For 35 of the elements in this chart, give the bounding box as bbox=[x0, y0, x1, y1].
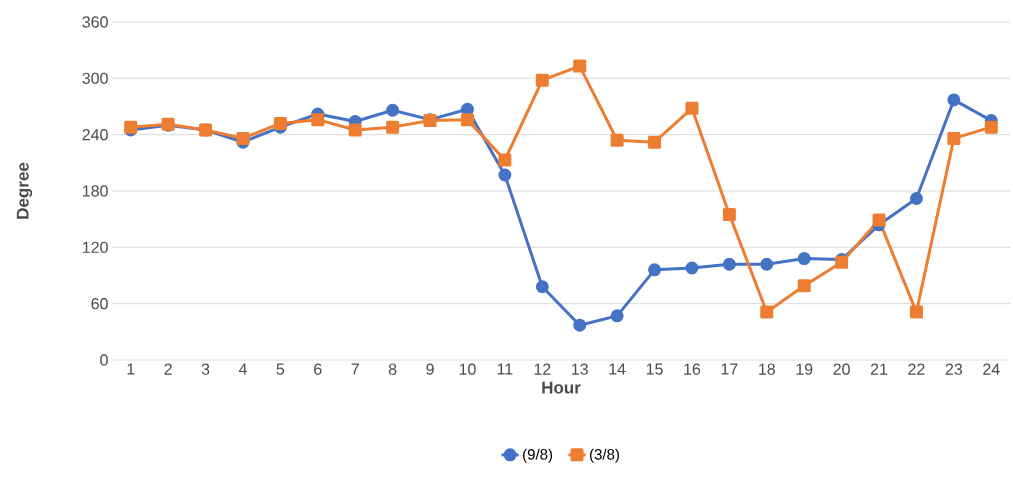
x-tick-label: 12 bbox=[534, 363, 551, 375]
y-tick-label: 300 bbox=[82, 72, 108, 84]
y-tick-label: 240 bbox=[82, 129, 108, 141]
x-tick-label: 14 bbox=[609, 363, 626, 375]
x-tick-label: 22 bbox=[908, 363, 925, 375]
x-tick-label: 2 bbox=[164, 363, 172, 375]
x-tick-label: 8 bbox=[388, 363, 397, 375]
x-tick-label: 7 bbox=[351, 363, 359, 375]
x-tick-label: 17 bbox=[721, 363, 738, 375]
x-tick-label: 21 bbox=[870, 363, 888, 375]
x-tick-label: 23 bbox=[945, 363, 963, 375]
x-tick-label: 15 bbox=[646, 363, 663, 375]
y-tick-label: 0 bbox=[100, 354, 108, 366]
x-tick-label: 1 bbox=[127, 363, 135, 375]
x-tick-label: 19 bbox=[796, 363, 813, 375]
x-tick-label: 6 bbox=[314, 363, 322, 375]
x-tick-label: 4 bbox=[238, 363, 247, 375]
legend-label: (3/8) bbox=[590, 448, 619, 463]
y-axis-title: Degree bbox=[16, 162, 33, 219]
x-tick-label: 24 bbox=[983, 363, 1000, 375]
x-tick-label: 16 bbox=[684, 363, 701, 375]
x-tick-label: 13 bbox=[572, 363, 588, 375]
x-tick-label: 3 bbox=[201, 363, 210, 375]
x-tick-label: 20 bbox=[833, 363, 850, 375]
x-tick-label: 10 bbox=[459, 363, 476, 375]
legend-label: (9/8) bbox=[523, 448, 553, 463]
y-tick-label: 60 bbox=[91, 298, 108, 310]
x-tick-label: 18 bbox=[759, 363, 775, 375]
y-tick-label: 120 bbox=[83, 241, 108, 253]
y-tick-label: 180 bbox=[83, 185, 108, 197]
y-tick-label: 360 bbox=[82, 16, 108, 28]
x-tick-label: 5 bbox=[276, 363, 285, 375]
x-axis-title: Hour bbox=[542, 381, 581, 394]
x-tick-label: 11 bbox=[497, 363, 513, 375]
x-tick-label: 9 bbox=[426, 363, 434, 375]
